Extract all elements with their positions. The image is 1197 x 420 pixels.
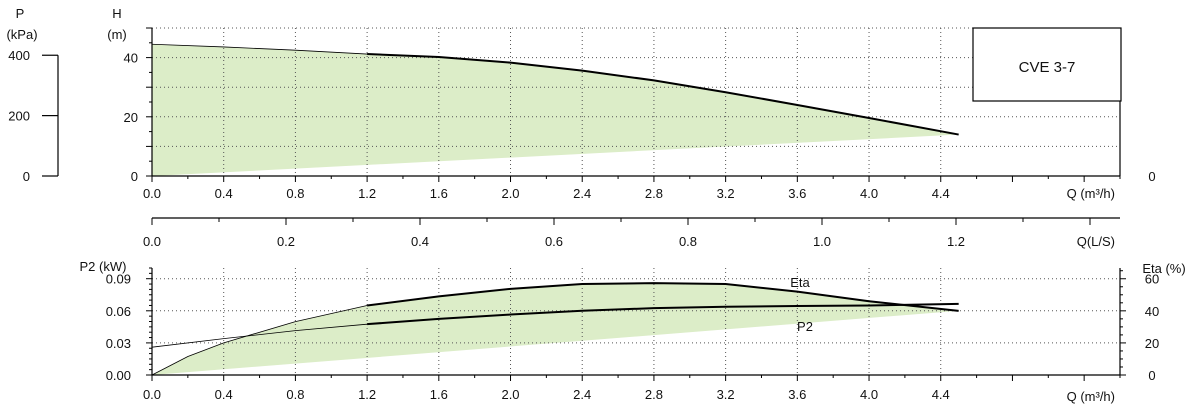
h-tick-label: 20 bbox=[124, 110, 138, 125]
eta-tick-label: 40 bbox=[1145, 304, 1159, 319]
p2-tick-label: 0.09 bbox=[106, 272, 131, 287]
ls-tick-label: 0.2 bbox=[277, 234, 295, 249]
p-tick-label: 0 bbox=[23, 169, 30, 184]
p2-tick-label: 0.03 bbox=[106, 336, 131, 351]
head-x-tick-label: 3.2 bbox=[717, 186, 735, 201]
ls-tick-label: 1.2 bbox=[947, 234, 965, 249]
product-label: CVE 3-7 bbox=[1019, 59, 1076, 76]
h-axis-label: H bbox=[112, 6, 121, 21]
ls-tick-label: 0.0 bbox=[143, 234, 161, 249]
head-x-tick-label: 4.0 bbox=[860, 186, 878, 201]
head-x-tick-label: 4.4 bbox=[932, 186, 950, 201]
head-x-tick-label: 2.8 bbox=[645, 186, 663, 201]
head-x-tick-label: 3.6 bbox=[788, 186, 806, 201]
head-x-tick-label: 1.6 bbox=[430, 186, 448, 201]
pe-x-tick-label: 3.2 bbox=[717, 387, 735, 402]
head-x-tick-label: 0.4 bbox=[215, 186, 233, 201]
head-operating-area bbox=[152, 44, 959, 176]
eta-tick-label: 60 bbox=[1145, 272, 1159, 287]
p2-series-label: P2 bbox=[797, 319, 813, 334]
ls-tick-label: 0.4 bbox=[411, 234, 429, 249]
p2-tick-label: 0.06 bbox=[106, 304, 131, 319]
head-x-tick-label: 2.0 bbox=[501, 186, 519, 201]
h-tick-label: 40 bbox=[124, 51, 138, 66]
head-x-axis-label: Q (m³/h) bbox=[1067, 186, 1115, 201]
pe-x-tick-label: 4.0 bbox=[860, 387, 878, 402]
p-axis-label: P bbox=[16, 6, 25, 21]
h-tick-label: 0 bbox=[131, 169, 138, 184]
head-x-tick-label: 1.2 bbox=[358, 186, 376, 201]
ls-tick-label: 0.6 bbox=[545, 234, 563, 249]
head-x-tick-label: 0.0 bbox=[143, 186, 161, 201]
pe-x-tick-label: 0.0 bbox=[143, 387, 161, 402]
pe-x-tick-label: 0.8 bbox=[286, 387, 304, 402]
h-axis-unit: (m) bbox=[107, 27, 127, 42]
p2-tick-label: 0.00 bbox=[106, 368, 131, 383]
eta-tick-label: 0 bbox=[1148, 368, 1155, 383]
pe-x-tick-label: 2.4 bbox=[573, 387, 591, 402]
ls-axis-label: Q(L/S) bbox=[1077, 234, 1115, 249]
pe-x-tick-label: 2.0 bbox=[501, 387, 519, 402]
eta-tick-label: 20 bbox=[1145, 336, 1159, 351]
p-tick-label: 400 bbox=[8, 48, 30, 63]
p-tick-label: 200 bbox=[8, 109, 30, 124]
pe-x-tick-label: 2.8 bbox=[645, 387, 663, 402]
head-right-tick-label: 0 bbox=[1148, 169, 1155, 184]
head-x-tick-label: 0.8 bbox=[286, 186, 304, 201]
p-axis-unit: (kPa) bbox=[6, 27, 37, 42]
pe-x-tick-label: 1.2 bbox=[358, 387, 376, 402]
pe-x-tick-label: 0.4 bbox=[215, 387, 233, 402]
eta-series-label: Eta bbox=[790, 275, 810, 290]
pe-x-axis-label: Q (m³/h) bbox=[1067, 389, 1115, 404]
pe-x-tick-label: 3.6 bbox=[788, 387, 806, 402]
pe-x-tick-label: 4.4 bbox=[932, 387, 950, 402]
ls-tick-label: 1.0 bbox=[813, 234, 831, 249]
head-x-tick-label: 2.4 bbox=[573, 186, 591, 201]
pe-x-tick-label: 1.6 bbox=[430, 387, 448, 402]
ls-tick-label: 0.8 bbox=[679, 234, 697, 249]
